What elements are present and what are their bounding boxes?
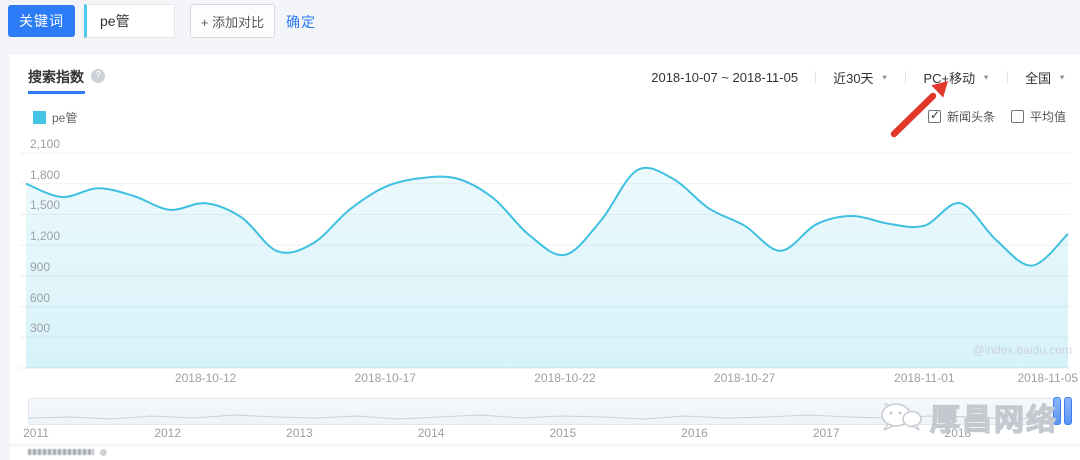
x-tick-label: 2018-11-05 [1017, 371, 1079, 385]
legend-item[interactable]: pe管 [33, 109, 77, 126]
x-tick-label: 2018-10-12 [174, 371, 237, 385]
y-tick-label: 2,100 [30, 137, 61, 151]
checkbox-average[interactable]: ✓ 平均值 [1010, 108, 1066, 125]
x-tick-label: 2018-11-01 [894, 371, 955, 385]
year-label: 2013 [286, 426, 313, 440]
legend-color-swatch [33, 111, 46, 124]
y-tick-label: 300 [30, 321, 51, 336]
trend-panel: 搜索指数 ? 2018-10-07 ~ 2018-11-05 近30天 ▼ PC… [10, 55, 1080, 444]
year-label: 2017 [812, 426, 840, 440]
checkbox-label: 平均值 [1029, 110, 1066, 124]
timeline-years: 2011 2012 2013 2014 2015 2016 2017 2018 [10, 426, 1080, 440]
baidu-index-watermark: @index.baidu.com [972, 343, 1072, 357]
checkbox-label: 新闻头条 [946, 110, 995, 124]
year-label: 2014 [417, 426, 445, 440]
trend-line-chart[interactable] [14, 140, 1070, 386]
year-label: 2018 [944, 426, 972, 440]
device-value: PC+移动 [923, 70, 976, 86]
x-axis-labels: 2018-10-12 2018-10-17 2018-10-22 2018-10-27… [10, 371, 1080, 387]
next-section-card [10, 447, 1080, 460]
year-label: 2012 [154, 426, 182, 440]
x-tick-label: 2018-10-27 [713, 371, 776, 385]
scrubber-handle-left[interactable] [1053, 397, 1061, 425]
help-icon[interactable]: ? [91, 69, 105, 83]
region-dropdown[interactable]: 全国 ▼ [1025, 68, 1066, 87]
y-tick-label: 600 [30, 290, 51, 305]
add-compare-button[interactable]: + 添加对比 [190, 4, 275, 38]
divider [815, 70, 817, 84]
year-label: 2011 [23, 426, 49, 440]
checkbox-news-headline[interactable]: ✓ 新闻头条 [927, 108, 995, 125]
keyword-input[interactable] [84, 4, 175, 38]
timeline-scrubber[interactable] [28, 398, 1058, 425]
confirm-link[interactable]: 确定 [286, 14, 316, 30]
checkbox-icon: ✓ [1010, 110, 1024, 123]
brand-text: 厚昌网络 [929, 403, 1058, 437]
time-range-dropdown[interactable]: 近30天 ▼ [833, 68, 888, 87]
divider [905, 70, 907, 84]
divider [1007, 70, 1009, 84]
brand-watermark: 厚昌网络 [878, 395, 1058, 439]
y-tick-label: 1,200 [30, 229, 61, 244]
keyword-button[interactable]: 关键词 [8, 5, 75, 37]
x-tick-label: 2018-10-17 [354, 371, 416, 385]
y-tick-label: 1,500 [30, 198, 61, 213]
time-range-value: 近30天 [833, 70, 874, 86]
chart-controls: 2018-10-07 ~ 2018-11-05 近30天 ▼ PC+移动 ▼ 全… [651, 68, 1066, 87]
y-tick-label: 900 [30, 259, 51, 274]
x-tick-label: 2018-10-22 [534, 371, 596, 385]
trend-chart[interactable]: 300 600 900 1,200 1,500 1,800 2,100 [14, 137, 1070, 386]
tab-active-underline [28, 91, 85, 94]
clipped-help-icon [100, 449, 107, 456]
clipped-section-title [28, 449, 94, 455]
wechat-bubbles-icon [881, 403, 922, 431]
scrubber-handle-right[interactable] [1064, 397, 1072, 425]
overlay-toggles: ✓ 新闻头条 ✓ 平均值 [927, 108, 1066, 125]
y-tick-label: 1,800 [30, 167, 61, 182]
chevron-down-icon: ▼ [880, 73, 889, 81]
year-label: 2016 [681, 426, 708, 440]
date-range-text: 2018-10-07 ~ 2018-11-05 [651, 69, 799, 85]
year-label: 2015 [549, 426, 577, 440]
checkbox-icon: ✓ [927, 108, 941, 123]
tab-search-index[interactable]: 搜索指数 [28, 69, 84, 85]
chevron-down-icon: ▼ [1058, 73, 1066, 81]
legend-label: pe管 [52, 111, 78, 125]
chevron-down-icon: ▼ [982, 73, 991, 81]
region-value: 全国 [1025, 70, 1052, 86]
device-dropdown[interactable]: PC+移动 ▼ [923, 68, 990, 87]
